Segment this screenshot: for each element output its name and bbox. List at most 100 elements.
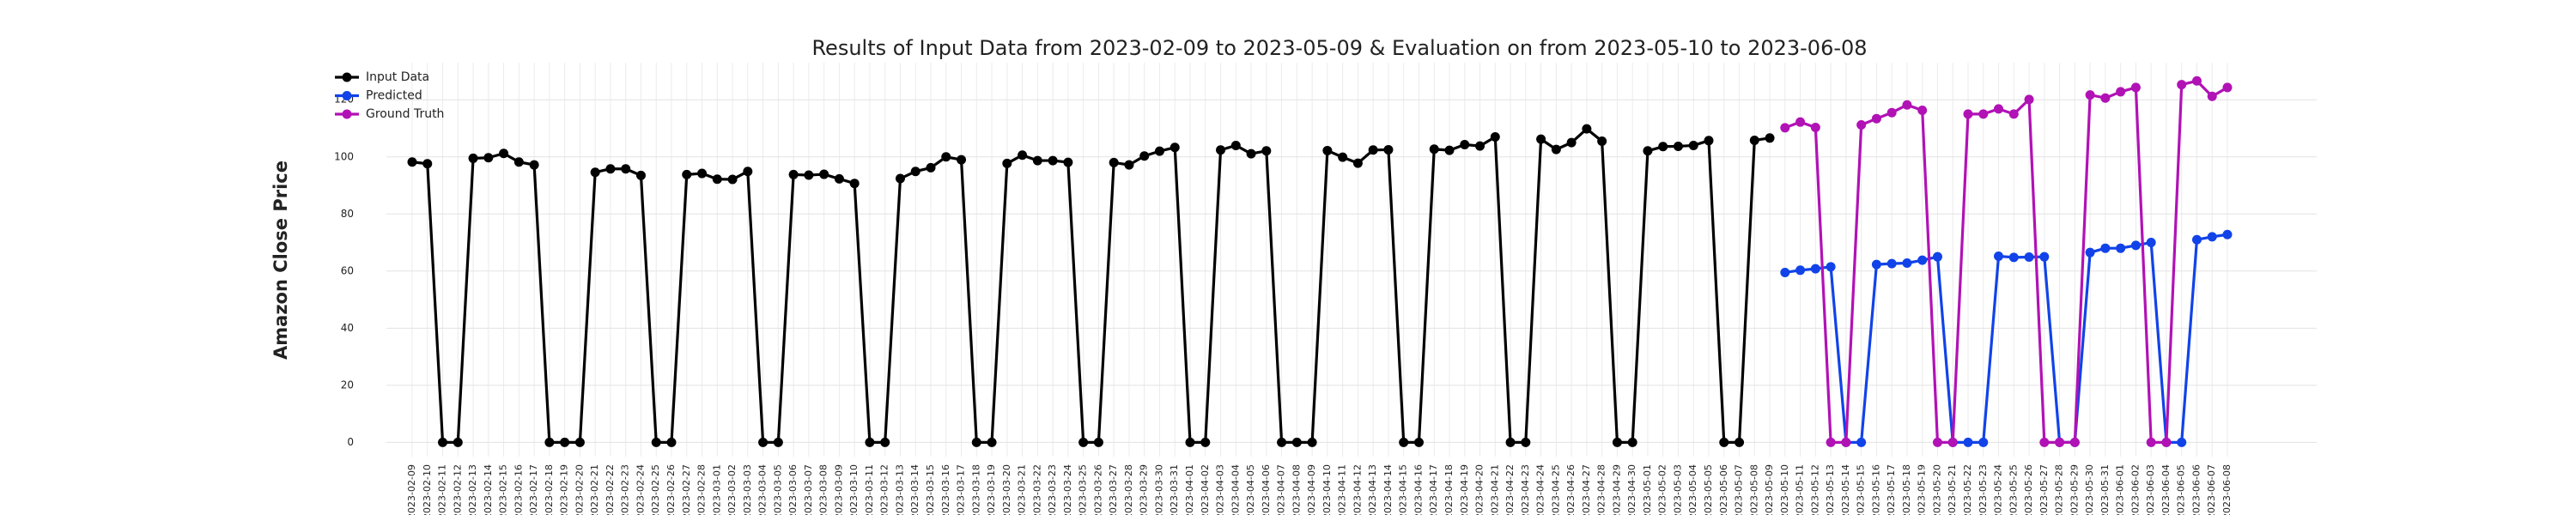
point	[2024, 94, 2034, 105]
point	[788, 169, 799, 179]
point	[590, 167, 600, 178]
point	[1627, 437, 1637, 447]
x-tick-label: 2023-02-13	[467, 464, 478, 515]
point	[1475, 141, 1485, 151]
point	[513, 157, 524, 167]
point	[2177, 80, 2187, 90]
point	[2130, 240, 2141, 251]
point	[1643, 146, 1653, 156]
point	[2100, 93, 2111, 103]
point	[666, 437, 677, 447]
x-tick-label: 2023-03-05	[772, 464, 783, 515]
point	[2222, 229, 2233, 239]
x-tick-label: 2023-05-26	[2023, 464, 2034, 515]
point	[1505, 437, 1516, 447]
point	[1413, 437, 1424, 447]
point	[1582, 124, 1592, 134]
x-tick-label: 2023-05-08	[1748, 464, 1759, 515]
point	[2100, 243, 2111, 253]
point	[1551, 144, 1561, 154]
point	[2177, 437, 2187, 447]
point	[1994, 251, 2004, 262]
point	[1871, 113, 1881, 124]
x-tick-label: 2023-04-12	[1352, 464, 1363, 515]
point	[1307, 437, 1317, 447]
chart-title: Results of Input Data from 2023-02-09 to…	[811, 36, 1867, 60]
point	[910, 167, 920, 177]
point	[1170, 142, 1180, 153]
x-tick-label: 2023-05-28	[2054, 464, 2065, 515]
x-tick-label: 2023-05-02	[1657, 464, 1668, 515]
x-tick-label: 2023-04-19	[1459, 464, 1470, 515]
point	[2085, 247, 2095, 258]
point	[2024, 252, 2034, 263]
x-tick-label: 2023-04-01	[1184, 464, 1195, 515]
x-tick-label: 2023-04-20	[1474, 464, 1485, 515]
point	[1795, 265, 1806, 276]
x-tick-label: 2023-04-16	[1413, 464, 1424, 515]
point	[1871, 259, 1881, 270]
point	[941, 152, 951, 162]
x-tick-label: 2023-04-09	[1306, 464, 1317, 515]
point	[1444, 145, 1455, 155]
point	[2207, 232, 2217, 242]
x-tick-label: 2023-06-06	[2190, 464, 2202, 515]
x-tick-label: 2023-02-11	[437, 464, 448, 515]
x-tick-label: 2023-05-04	[1687, 464, 1698, 515]
x-tick-label: 2023-05-11	[1795, 464, 1806, 515]
x-tick-label: 2023-05-20	[1931, 464, 1942, 515]
point	[1826, 262, 1836, 272]
point	[651, 437, 661, 447]
x-tick-label: 2023-03-17	[956, 464, 967, 515]
x-tick-label: 2023-04-02	[1200, 464, 1211, 515]
point	[1886, 258, 1897, 269]
point	[804, 170, 814, 180]
point	[1612, 437, 1622, 447]
point	[1002, 158, 1012, 168]
x-tick-label: 2023-04-28	[1596, 464, 1607, 515]
point	[2055, 437, 2065, 447]
x-tick-label: 2023-03-03	[742, 464, 753, 515]
point	[743, 167, 753, 177]
x-tick-label: 2023-03-10	[848, 464, 860, 515]
x-tick-label: 2023-04-21	[1489, 464, 1500, 515]
point	[1154, 146, 1164, 156]
x-tick-label: 2023-04-18	[1443, 464, 1455, 515]
point	[957, 154, 967, 165]
point	[1856, 120, 1867, 130]
x-tick-label: 2023-03-15	[925, 464, 936, 515]
x-tick-label: 2023-05-10	[1779, 464, 1790, 515]
point	[1688, 140, 1698, 150]
x-tick-label: 2023-03-13	[894, 464, 905, 515]
x-tick-label: 2023-04-08	[1291, 464, 1302, 515]
point	[1963, 109, 1973, 119]
point	[1230, 140, 1241, 150]
x-tick-label: 2023-03-19	[986, 464, 997, 515]
x-tick-label: 2023-02-22	[605, 464, 616, 515]
point	[1521, 437, 1531, 447]
point	[1841, 437, 1851, 447]
point	[1810, 264, 1820, 274]
point	[574, 437, 585, 447]
point	[1246, 148, 1256, 159]
point	[773, 437, 783, 447]
x-tick-label: 2023-05-13	[1825, 464, 1836, 515]
point	[1139, 151, 1150, 161]
point	[712, 174, 722, 185]
x-tick-label: 2023-06-01	[2115, 464, 2126, 515]
point	[1429, 144, 1439, 154]
x-tick-label: 2023-03-23	[1047, 464, 1058, 515]
point	[1947, 437, 1958, 447]
point	[1735, 437, 1745, 447]
point	[1490, 131, 1500, 142]
point	[544, 437, 555, 447]
x-tick-label: 2023-04-29	[1611, 464, 1622, 515]
x-tick-label: 2023-04-03	[1215, 464, 1226, 515]
point	[2191, 76, 2202, 86]
x-tick-label: 2023-03-24	[1062, 464, 1073, 515]
point	[2085, 90, 2095, 100]
point	[1856, 437, 1867, 447]
x-tick-label: 2023-02-14	[483, 464, 494, 515]
point	[1383, 144, 1394, 154]
x-tick-label: 2023-05-23	[1978, 464, 1989, 515]
